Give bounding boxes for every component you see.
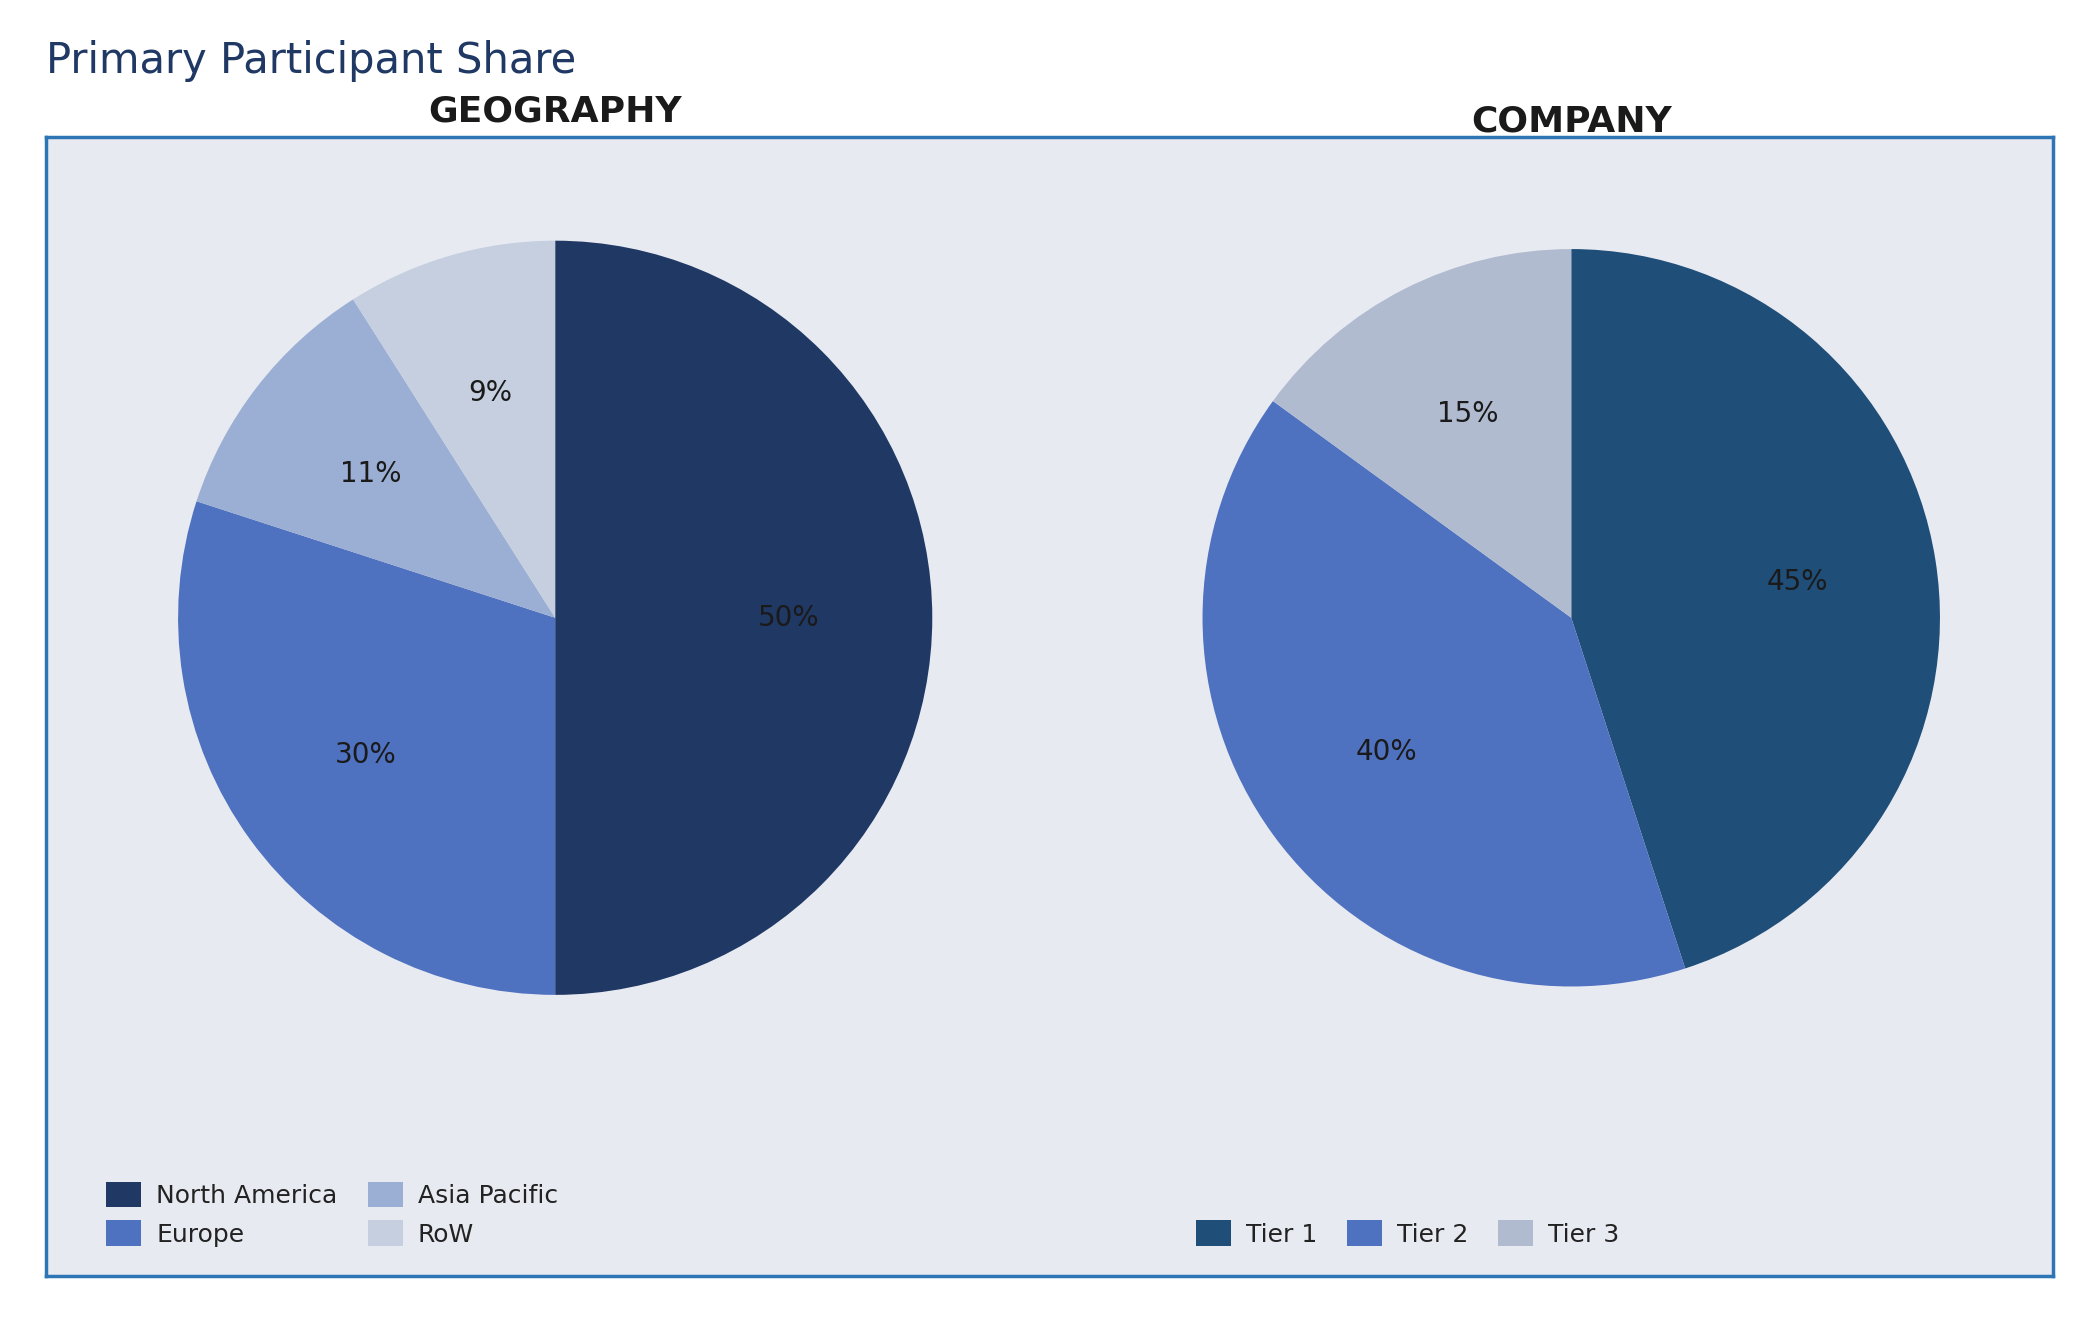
Text: 30%: 30% — [335, 741, 396, 770]
Wedge shape — [1571, 248, 1940, 968]
Wedge shape — [354, 240, 555, 618]
Text: 50%: 50% — [758, 604, 819, 631]
Text: 15%: 15% — [1437, 400, 1498, 428]
Title: GEOGRAPHY: GEOGRAPHY — [427, 94, 683, 129]
Text: 40%: 40% — [1355, 739, 1416, 766]
Wedge shape — [197, 299, 555, 618]
Text: 45%: 45% — [1766, 568, 1827, 596]
Wedge shape — [178, 501, 555, 995]
Text: Primary Participant Share: Primary Participant Share — [46, 40, 576, 82]
Wedge shape — [555, 240, 932, 995]
Text: 9%: 9% — [467, 379, 511, 407]
Legend: Tier 1, Tier 2, Tier 3: Tier 1, Tier 2, Tier 3 — [1186, 1210, 1630, 1257]
Wedge shape — [1274, 248, 1571, 618]
Wedge shape — [1203, 402, 1684, 987]
Text: 11%: 11% — [339, 461, 400, 489]
Legend: North America, Europe, Asia Pacific, RoW: North America, Europe, Asia Pacific, RoW — [96, 1171, 568, 1257]
Title: COMPANY: COMPANY — [1471, 105, 1672, 138]
